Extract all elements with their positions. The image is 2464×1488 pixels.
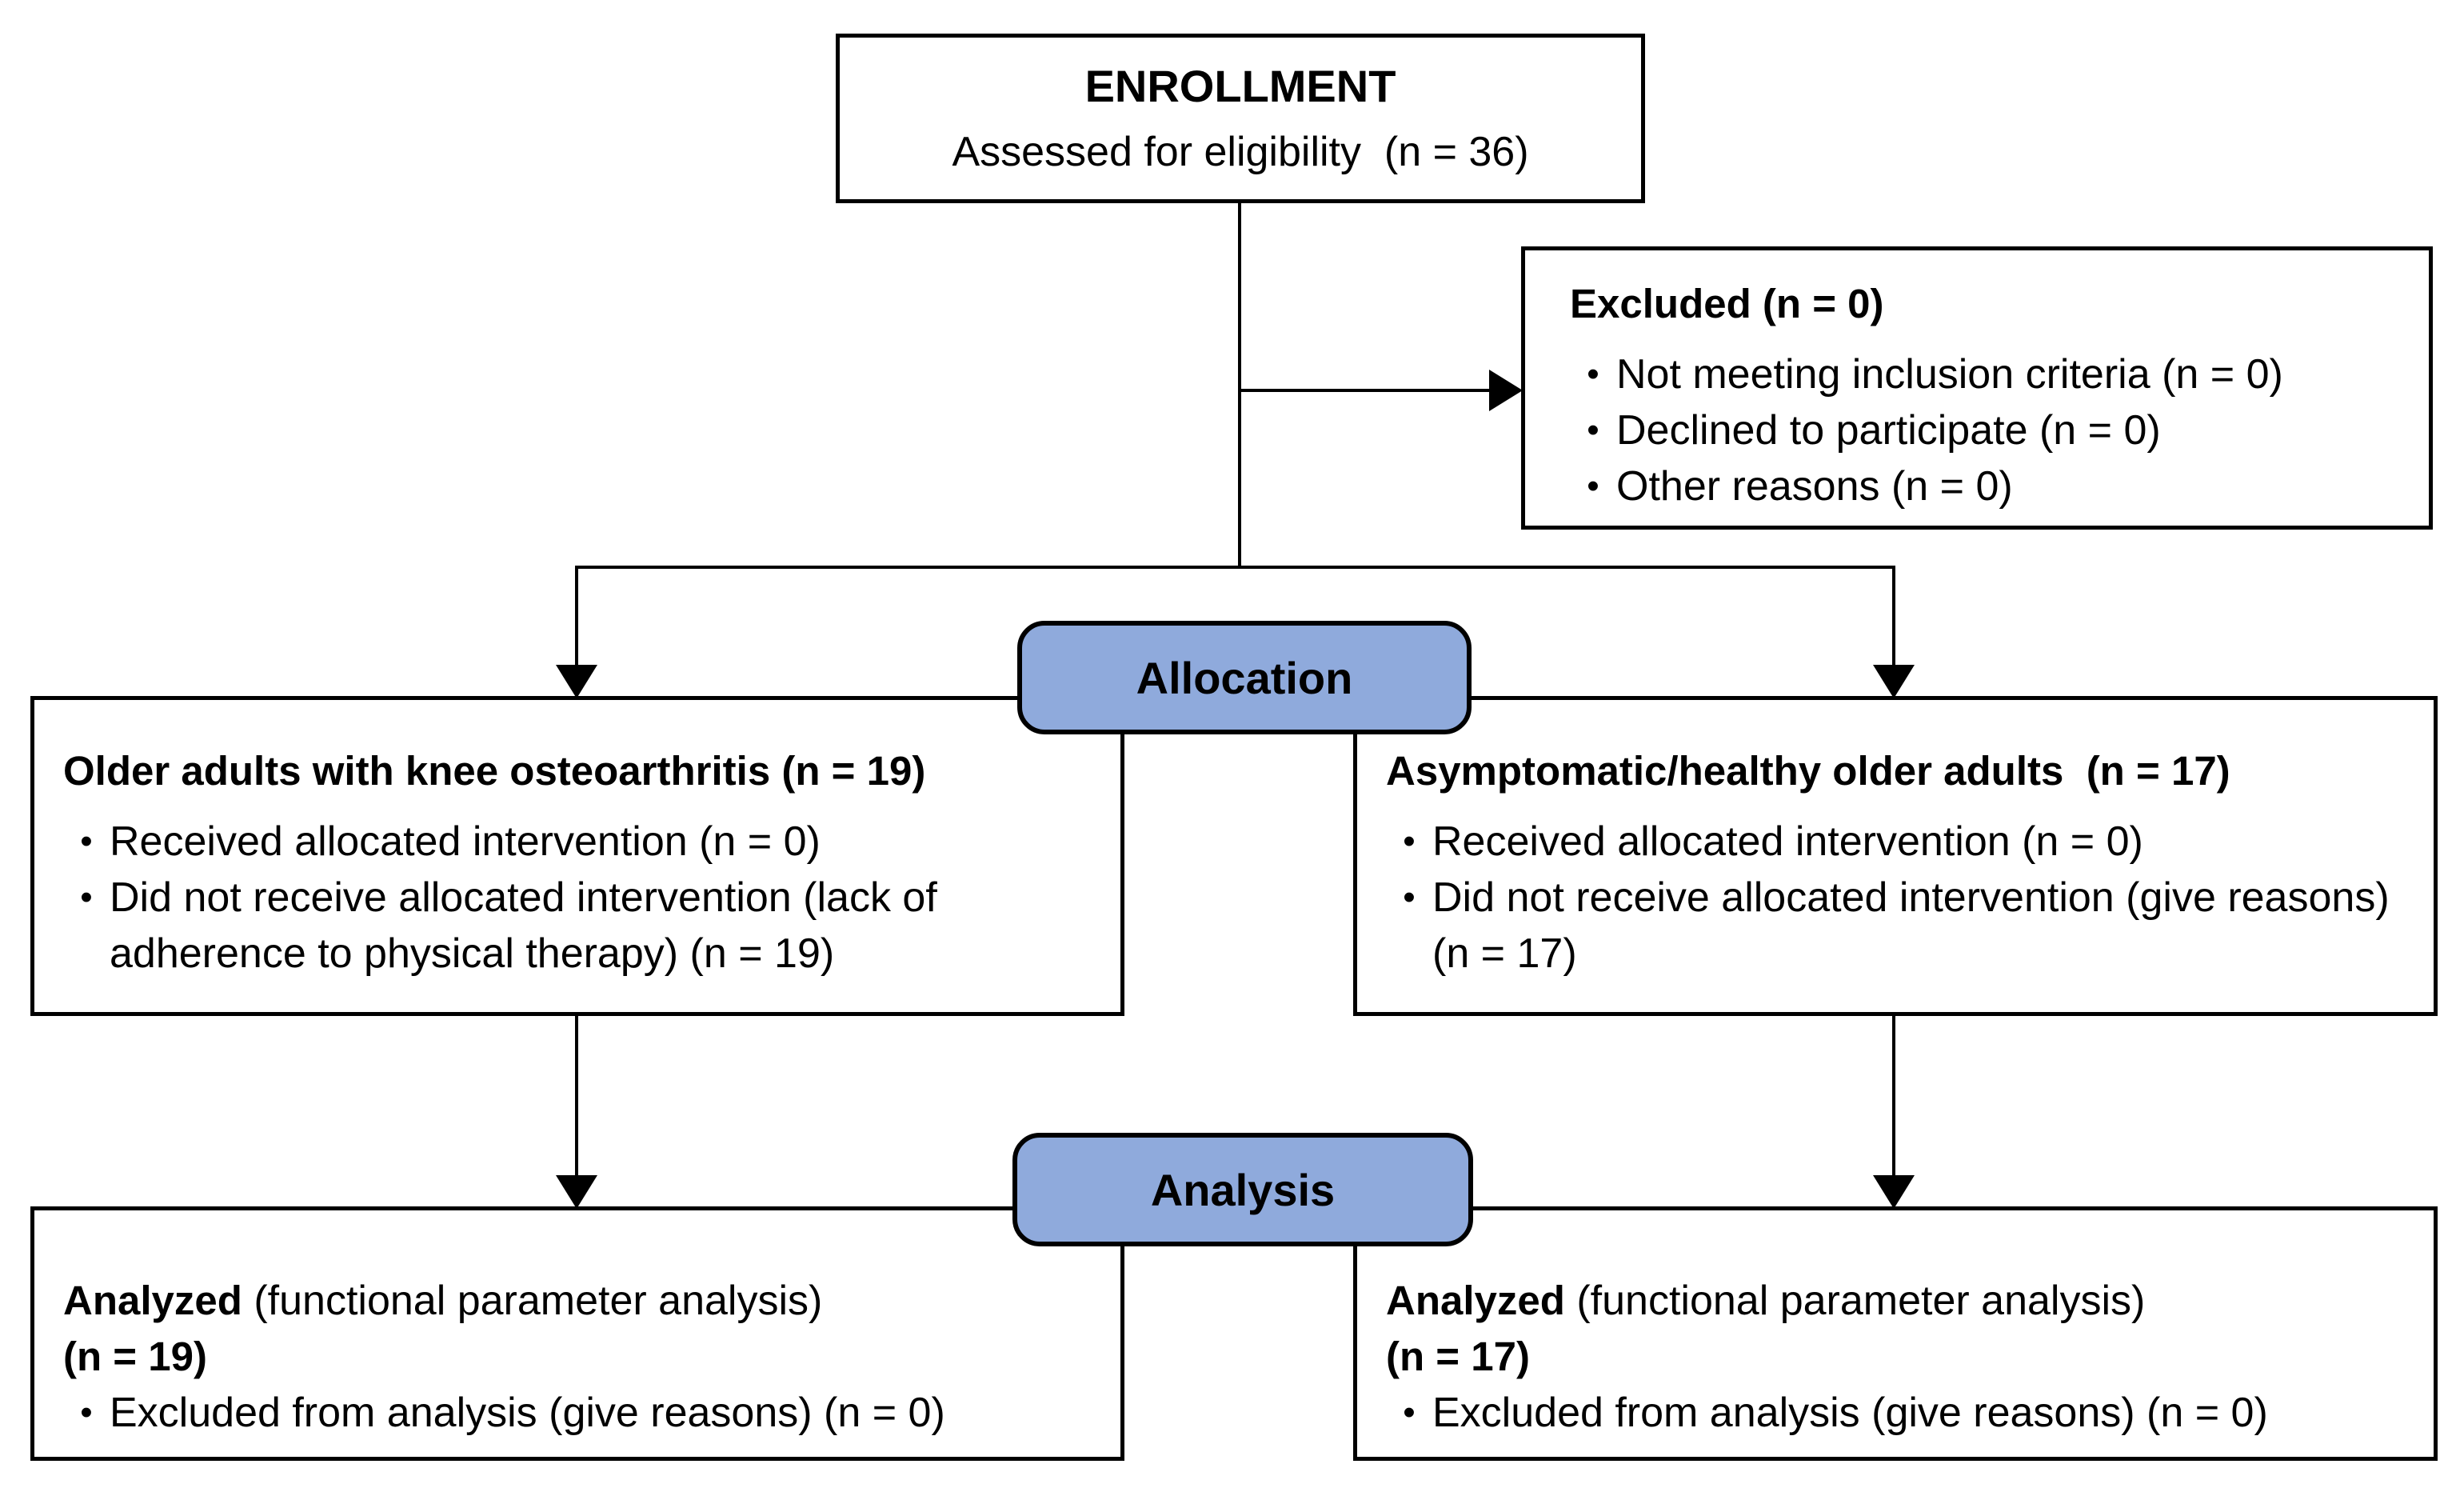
analysis-right-title-rest: (functional parameter analysis) <box>1564 1278 2146 1324</box>
allocation-left-arrowhead-icon <box>556 665 597 698</box>
analysis-right-arrowhead-icon <box>1873 1175 1915 1209</box>
bullet-icon: • <box>1587 354 1599 394</box>
list-item: • Received allocated intervention (n = 0… <box>1386 814 2424 870</box>
bullet-icon: • <box>1403 878 1416 917</box>
allocation-banner-label: Allocation <box>1136 652 1353 703</box>
allocation-right-title: Asymptomatic/healthy older adults (n = 1… <box>1386 748 2230 794</box>
bullet-icon: • <box>1403 1393 1416 1432</box>
allocation-right-box: Asymptomatic/healthy older adults (n = 1… <box>1353 696 2438 1016</box>
bullet-icon: • <box>80 822 93 861</box>
connector-allocation-left-drop <box>575 566 578 666</box>
allocation-left-item: Did not receive allocated intervention (… <box>110 874 949 977</box>
connector-excluded-branch <box>1238 389 1494 392</box>
list-item: • Excluded from analysis (give reasons) … <box>63 1385 1111 1441</box>
list-item: • Did not receive allocated intervention… <box>1386 870 2424 982</box>
enrollment-title: ENROLLMENT <box>1084 61 1396 111</box>
excluded-item: Not meeting inclusion criteria (n = 0) <box>1616 351 2283 398</box>
analysis-left-count: (n = 19) <box>63 1334 207 1379</box>
connector-analysis-right-drop <box>1892 1014 1895 1177</box>
analysis-left-title: Analyzed (functional parameter analysis) <box>63 1273 1111 1329</box>
list-item: • Received allocated intervention (n = 0… <box>63 814 1111 870</box>
allocation-left-box: Older adults with knee osteoarthritis (n… <box>30 696 1124 1016</box>
bullet-icon: • <box>80 1393 93 1432</box>
list-item: • Other reasons (n = 0) <box>1570 458 2410 514</box>
analysis-left-item: Excluded from analysis (give reasons) (n… <box>110 1390 945 1436</box>
enrollment-subtitle: Assessed for eligibility (n = 36) <box>952 129 1529 175</box>
excluded-title: Excluded (n = 0) <box>1570 281 1884 326</box>
analysis-right-list: • Excluded from analysis (give reasons) … <box>1386 1385 2424 1441</box>
analysis-left-arrowhead-icon <box>556 1175 597 1209</box>
list-item: • Not meeting inclusion criteria (n = 0) <box>1570 346 2410 402</box>
analysis-left-box: Analyzed (functional parameter analysis)… <box>30 1206 1124 1461</box>
allocation-left-item: Received allocated intervention (n = 0) <box>110 818 821 865</box>
analysis-right-item: Excluded from analysis (give reasons) (n… <box>1432 1390 2268 1436</box>
analysis-left-list: • Excluded from analysis (give reasons) … <box>63 1385 1111 1441</box>
allocation-banner: Allocation <box>1017 621 1472 734</box>
list-item: • Excluded from analysis (give reasons) … <box>1386 1385 2424 1441</box>
analysis-left-title-rest: (functional parameter analysis) <box>242 1278 823 1324</box>
bullet-icon: • <box>1403 822 1416 861</box>
excluded-item: Other reasons (n = 0) <box>1616 463 2013 510</box>
excluded-item: Declined to participate (n = 0) <box>1616 407 2161 454</box>
excluded-arrowhead-icon <box>1489 370 1523 411</box>
bullet-icon: • <box>1587 410 1599 450</box>
allocation-left-title: Older adults with knee osteoarthritis (n… <box>63 748 926 794</box>
connector-enrollment-vertical <box>1238 200 1241 567</box>
list-item: • Declined to participate (n = 0) <box>1570 402 2410 458</box>
bullet-icon: • <box>1587 466 1599 506</box>
connector-analysis-left-drop <box>575 1014 578 1177</box>
excluded-list: • Not meeting inclusion criteria (n = 0)… <box>1570 346 2410 514</box>
analysis-right-title: Analyzed (functional parameter analysis) <box>1386 1273 2424 1329</box>
connector-allocation-split <box>575 566 1895 569</box>
enrollment-box: ENROLLMENT Assessed for eligibility (n =… <box>836 34 1645 203</box>
allocation-right-item: Received allocated intervention (n = 0) <box>1432 818 2143 865</box>
excluded-box: Excluded (n = 0) • Not meeting inclusion… <box>1521 246 2433 530</box>
analysis-banner-label: Analysis <box>1150 1164 1336 1215</box>
allocation-right-item: Did not receive allocated intervention (… <box>1432 874 2402 977</box>
analysis-right-box: Analyzed (functional parameter analysis)… <box>1353 1206 2438 1461</box>
analysis-right-count: (n = 17) <box>1386 1334 1530 1379</box>
bullet-icon: • <box>80 878 93 917</box>
connector-allocation-right-drop <box>1892 566 1895 666</box>
allocation-right-list: • Received allocated intervention (n = 0… <box>1386 814 2424 982</box>
analysis-banner: Analysis <box>1012 1133 1473 1246</box>
allocation-right-arrowhead-icon <box>1873 665 1915 698</box>
analysis-right-title-bold: Analyzed <box>1386 1278 1565 1323</box>
allocation-left-list: • Received allocated intervention (n = 0… <box>63 814 1111 982</box>
list-item: • Did not receive allocated intervention… <box>63 870 1111 982</box>
analysis-left-title-bold: Analyzed <box>63 1278 242 1323</box>
